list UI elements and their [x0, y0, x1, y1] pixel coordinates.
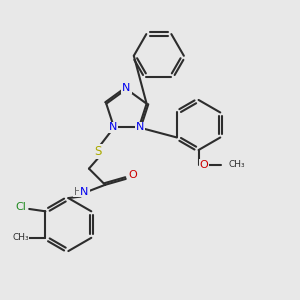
- Text: O: O: [200, 160, 208, 170]
- Text: N: N: [122, 83, 130, 94]
- Text: N: N: [109, 122, 117, 132]
- Text: CH₃: CH₃: [229, 160, 245, 169]
- Text: N: N: [136, 122, 144, 132]
- Text: S: S: [95, 145, 102, 158]
- Text: H: H: [74, 187, 82, 196]
- Text: Cl: Cl: [15, 202, 26, 212]
- Text: O: O: [129, 170, 137, 180]
- Text: CH₃: CH₃: [12, 233, 29, 242]
- Text: N: N: [80, 187, 89, 196]
